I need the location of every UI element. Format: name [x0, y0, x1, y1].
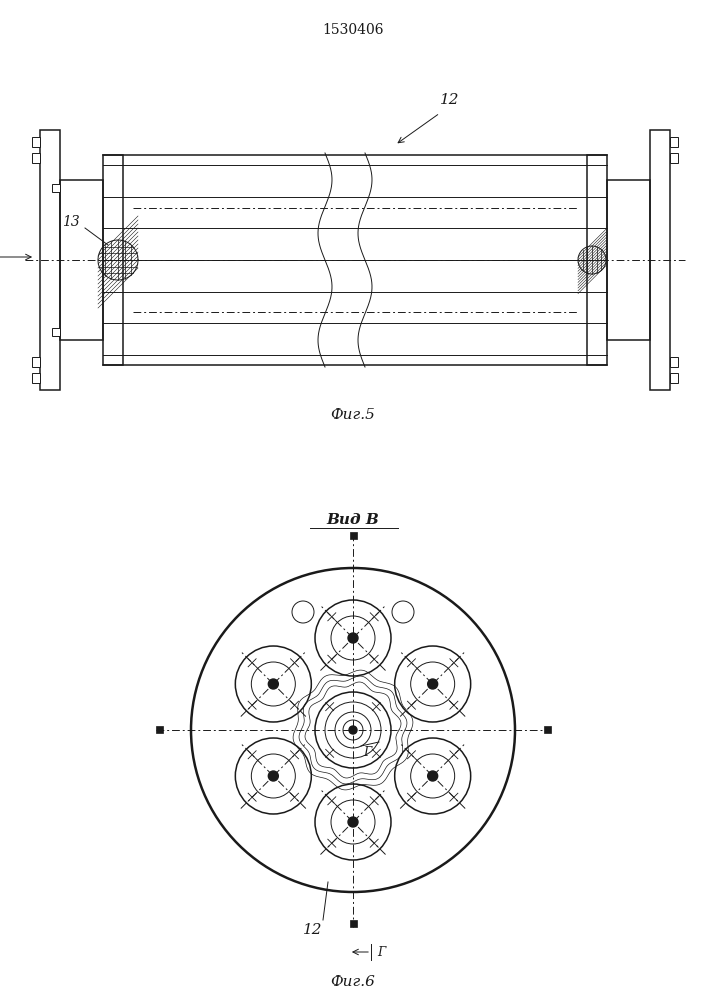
Bar — [544, 726, 551, 733]
Bar — [52, 184, 60, 192]
Text: 1530406: 1530406 — [322, 23, 384, 37]
Bar — [670, 373, 678, 383]
Text: Г: Г — [363, 746, 371, 758]
Circle shape — [428, 771, 438, 781]
Bar — [32, 373, 40, 383]
Bar — [32, 153, 40, 163]
Bar — [670, 357, 678, 367]
Bar — [350, 920, 357, 927]
Text: Фиг.5: Фиг.5 — [331, 408, 375, 422]
Circle shape — [349, 726, 357, 734]
Text: Фиг.6: Фиг.6 — [331, 975, 375, 989]
Bar — [40, 130, 60, 390]
Bar — [52, 328, 60, 336]
Bar — [587, 155, 607, 365]
Text: 12: 12 — [303, 923, 323, 937]
Bar — [670, 137, 678, 147]
Bar — [60, 180, 103, 340]
Bar — [156, 726, 163, 733]
Text: 13: 13 — [62, 215, 80, 229]
Circle shape — [428, 679, 438, 689]
Bar — [32, 357, 40, 367]
Circle shape — [348, 817, 358, 827]
Bar — [350, 532, 357, 539]
Circle shape — [348, 633, 358, 643]
Circle shape — [269, 679, 279, 689]
Bar — [32, 137, 40, 147]
Text: 12: 12 — [440, 93, 460, 107]
Text: Г: Г — [377, 946, 385, 958]
Text: Вид В: Вид В — [327, 513, 380, 527]
Bar — [650, 130, 670, 390]
Bar — [103, 155, 123, 365]
Bar — [607, 180, 650, 340]
Bar — [670, 153, 678, 163]
Circle shape — [269, 771, 279, 781]
